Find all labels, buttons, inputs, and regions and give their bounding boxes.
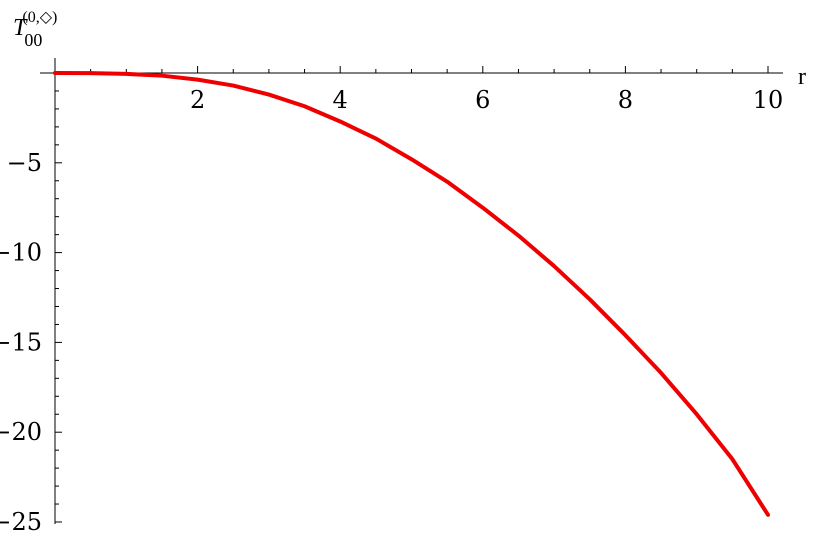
y-tick-label: −5 [7, 149, 42, 177]
y-tick-label: −10 [0, 239, 42, 267]
series-group [53, 71, 770, 517]
y-axis-label-superscript: (0,◇) [22, 9, 57, 26]
tick-labels: 2 4 6 8 10 −5 −10 −15 −20 −25 [0, 86, 783, 536]
x-tick-label: 10 [753, 86, 784, 114]
y-axis-label: T00 (0,◇) [13, 9, 57, 50]
x-axis-label: r [798, 64, 806, 90]
axes [40, 58, 783, 524]
y-tick-label: −15 [0, 328, 42, 356]
x-tick-label: 8 [618, 86, 633, 114]
x-tick-label: 4 [333, 86, 348, 114]
y-axis-label-subscript: 00 [24, 30, 42, 50]
y-tick-label: −20 [0, 418, 42, 446]
x-tick-label: 6 [475, 86, 490, 114]
y-axis-label-base: T [13, 15, 28, 41]
tick-marks [55, 66, 769, 523]
series-line-0 [53, 71, 770, 517]
x-tick-label: 2 [190, 86, 205, 114]
y-tick-label: −25 [0, 508, 42, 536]
